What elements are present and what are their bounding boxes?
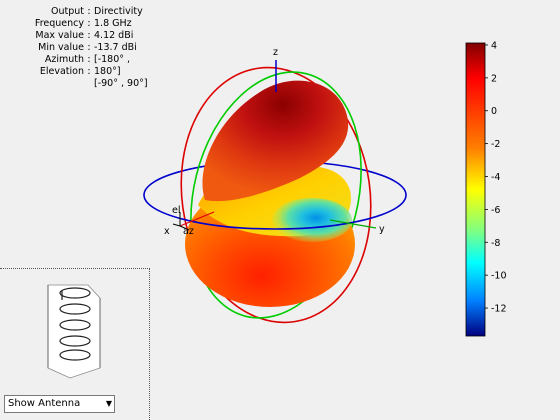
pattern-info-panel: Output : Directivity Frequency : 1.8 GHz…	[4, 6, 148, 90]
colorbar-tick-label: -10	[491, 271, 507, 282]
info-value: 4.12 dBi	[94, 30, 134, 41]
info-value: [-180° ,	[94, 54, 131, 65]
azimuth-circle-front	[143, 194, 407, 230]
info-value: -13.7 dBi	[94, 42, 137, 53]
info-separator: :	[87, 18, 91, 29]
info-label: Min value	[38, 42, 84, 53]
info-value: Directivity	[94, 6, 143, 17]
info-row-azimuth: Azimuth : [-180° ,	[4, 54, 148, 66]
colorbar-tick-label: 0	[491, 106, 497, 117]
radiation-pattern-surface	[185, 80, 355, 307]
colorbar-tick-label: -2	[491, 139, 500, 150]
elevation-circle-red	[180, 66, 372, 324]
info-separator: :	[87, 6, 91, 17]
z-axis-label: z	[273, 47, 278, 58]
x-axis-label: x	[164, 226, 170, 237]
el-axis-label: el	[172, 205, 180, 216]
info-label: Max value	[35, 30, 84, 41]
info-row-elevation: Elevation : 180°]	[4, 66, 148, 78]
colorbar-tick-label: -12	[491, 304, 507, 315]
info-separator: :	[87, 42, 91, 53]
colorbar-ticks: 4 2 0 -2 -4 -6 -8 -10 -12	[485, 40, 507, 315]
info-row-min-value: Min value : -13.7 dBi	[4, 42, 148, 54]
chevron-down-icon: ▼	[105, 399, 112, 408]
elevation-circle-green	[190, 71, 362, 319]
y-axis-line	[329, 219, 377, 229]
x-axis-line	[179, 211, 215, 227]
colorbar-tick-label: 2	[491, 73, 497, 84]
colorbar-tick-label: 4	[491, 40, 497, 51]
az-axis-label: az	[183, 226, 194, 237]
info-row-output: Output : Directivity	[4, 6, 148, 18]
show-antenna-dropdown[interactable]: Show Antenna ▼	[4, 395, 115, 413]
colorbar-tick-label: -4	[491, 172, 500, 183]
colorbar	[465, 42, 486, 337]
axes-triad: z y x el az	[164, 47, 385, 237]
info-row-frequency: Frequency : 1.8 GHz	[4, 18, 148, 30]
info-separator: :	[87, 54, 91, 65]
info-value: 1.8 GHz	[94, 18, 132, 29]
info-value: 180°]	[94, 66, 121, 77]
info-label: Azimuth	[44, 54, 84, 65]
antenna-preview-panel	[0, 268, 150, 420]
info-separator: :	[87, 30, 91, 41]
info-value: [-90° , 90°]	[94, 78, 148, 89]
colorbar-tick-label: -8	[491, 238, 500, 249]
info-label: Output	[51, 6, 84, 17]
colorbar-tick-label: -6	[491, 205, 500, 216]
show-antenna-dropdown-label: Show Antenna	[8, 398, 81, 409]
info-row-elevation-range: [-90° , 90°]	[4, 78, 148, 90]
info-separator: :	[87, 66, 91, 77]
antenna-preview-helix	[47, 284, 101, 379]
info-label: Frequency	[34, 18, 84, 29]
info-row-max-value: Max value : 4.12 dBi	[4, 30, 148, 42]
info-label: Elevation	[39, 66, 84, 77]
y-axis-label: y	[379, 224, 385, 235]
